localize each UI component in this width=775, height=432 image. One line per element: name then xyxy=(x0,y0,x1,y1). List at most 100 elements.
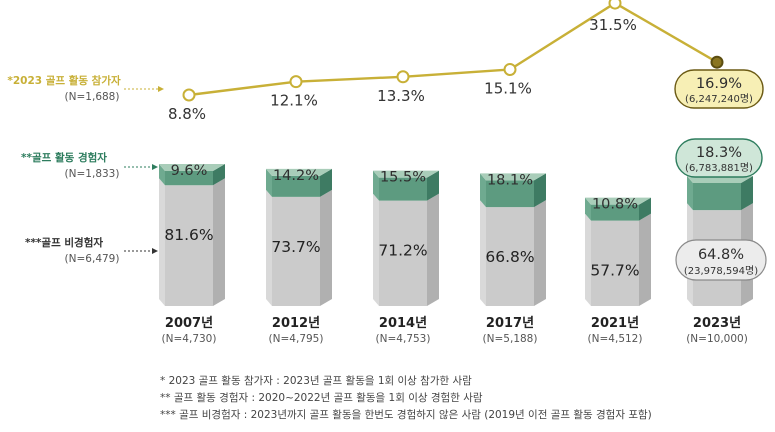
bar-nonexperienced-side xyxy=(534,200,546,306)
year-label: 2007년 xyxy=(165,316,213,331)
legend-nonexperienced: ***골프 비경험자 (N=6,479) xyxy=(25,236,158,265)
bar-nonexperienced-side xyxy=(427,193,439,306)
participant-marker xyxy=(710,55,724,69)
participant-marker xyxy=(182,88,196,102)
year-sample-size: (N=5,188) xyxy=(483,333,538,345)
bar-experienced xyxy=(591,204,639,221)
participant-marker xyxy=(396,70,410,84)
footnote: ** 골프 활동 경험자 : 2020~2022년 골프 활동을 1회 이상 경… xyxy=(160,391,483,404)
experienced-value-label: 15.5% xyxy=(380,170,426,186)
year-sample-size: (N=4,730) xyxy=(162,333,217,345)
legend-experienced: **골프 활동 경험자 (N=1,833) xyxy=(21,151,158,180)
experienced-value-label: 18.1% xyxy=(487,172,533,188)
nonexperienced-value-label: 64.8% xyxy=(698,247,744,263)
legend-sample: (N=6,479) xyxy=(65,253,120,265)
bar-group: 18.1% 66.8% xyxy=(480,172,546,306)
participant-marker xyxy=(503,62,517,76)
bar-experienced xyxy=(272,175,320,197)
bar-experienced-side xyxy=(427,170,439,201)
experienced-value-label: 18.3% xyxy=(696,145,742,161)
participant-value-label: 15.1% xyxy=(484,79,532,97)
nonexperienced-value-label: 81.6% xyxy=(164,226,213,244)
year-label: 2012년 xyxy=(272,316,320,331)
bar-group: 9.6% 81.6% xyxy=(159,163,225,306)
bar-nonexperienced xyxy=(486,207,534,306)
bar-experienced-bevel xyxy=(687,176,693,211)
year-label: 2014년 xyxy=(379,316,427,331)
bar-nonexperienced-bevel xyxy=(480,200,486,306)
legend-title: *2023 골프 활동 참가자 xyxy=(7,74,121,87)
participant-value-label: 8.8% xyxy=(168,105,206,123)
nonexperienced-value-label: 71.2% xyxy=(378,242,427,260)
legend-title: **골프 활동 경험자 xyxy=(21,151,107,164)
year-label: 2021년 xyxy=(591,316,639,331)
bar-experienced-bevel xyxy=(373,170,379,201)
nonexperienced-count: (23,978,594명) xyxy=(684,265,758,277)
experienced-value-label: 10.8% xyxy=(592,197,638,213)
bar-group: 14.2% 73.7% xyxy=(266,168,332,306)
footnote: *** 골프 비경험자 : 2023년까지 골프 활동을 한번도 경험하지 않은… xyxy=(160,408,652,421)
bar-nonexperienced-side xyxy=(639,213,651,306)
participant-value-label: 31.5% xyxy=(589,16,637,34)
legend-arrow xyxy=(152,248,158,254)
bar-experienced-bevel xyxy=(266,168,272,197)
bar-experienced-side xyxy=(639,197,651,221)
legend-participants: *2023 골프 활동 참가자 (N=1,688) xyxy=(7,74,164,103)
bar-experienced-bevel xyxy=(480,173,486,208)
legend-title: ***골프 비경험자 xyxy=(25,236,103,249)
bar-nonexperienced xyxy=(272,196,320,306)
legend-arrow xyxy=(152,164,158,170)
bar-top-cap xyxy=(585,197,651,205)
year-sample-size: (N=10,000) xyxy=(686,333,748,345)
participant-callout xyxy=(674,69,764,109)
bar-experienced xyxy=(165,171,213,186)
nonexperienced-value-label: 73.7% xyxy=(271,238,320,256)
nonexperienced-value-label: 57.7% xyxy=(590,262,639,280)
year-label: 2023년 xyxy=(693,316,741,331)
nonexperienced-callout xyxy=(675,239,767,281)
bar-nonexperienced xyxy=(379,200,427,306)
footnote: * 2023 골프 활동 참가자 : 2023년 골프 활동을 1회 이상 참가… xyxy=(160,374,472,387)
bar-nonexperienced-side xyxy=(213,178,225,306)
bar-nonexperienced-bevel xyxy=(159,178,165,306)
bar-top-cap xyxy=(266,168,332,176)
participant-value-label: 12.1% xyxy=(270,92,318,110)
bar-group: 10.8% 57.7% xyxy=(585,197,651,306)
nonexperienced-value-label: 66.8% xyxy=(485,248,534,266)
legend-sample: (N=1,833) xyxy=(65,168,120,180)
bar-experienced xyxy=(693,183,741,211)
bar-top-cap xyxy=(480,173,546,181)
participant-count: (6,247,240명) xyxy=(685,93,753,105)
bar-nonexperienced-bevel xyxy=(266,189,272,306)
bar-experienced xyxy=(486,180,534,208)
bar-group: 18.3%(6,783,881명) 64.8% (23,978,594명) xyxy=(675,138,767,306)
year-label: 2017년 xyxy=(486,316,534,331)
bar-nonexperienced xyxy=(591,220,639,306)
experienced-value-label: 9.6% xyxy=(171,163,208,179)
bar-experienced-bevel xyxy=(585,197,591,221)
participant-marker xyxy=(608,0,622,10)
participant-marker xyxy=(289,75,303,89)
bar-experienced-side xyxy=(534,173,546,208)
bar-nonexperienced-bevel xyxy=(585,213,591,306)
participant-value-label: 13.3% xyxy=(377,87,425,105)
year-sample-size: (N=4,512) xyxy=(588,333,643,345)
legend-sample: (N=1,688) xyxy=(65,91,120,103)
bar-nonexperienced-bevel xyxy=(373,193,379,306)
bar-nonexperienced xyxy=(165,185,213,306)
bar-experienced-bevel xyxy=(159,164,165,186)
bar-top-cap xyxy=(687,176,753,184)
bar-top-cap xyxy=(373,170,439,178)
bar-group: 15.5% 71.2% xyxy=(373,170,439,306)
experienced-value-label: 14.2% xyxy=(273,168,319,184)
bar-top-cap xyxy=(159,164,225,172)
participant-value-label: 16.9% xyxy=(696,76,742,92)
legend-arrow xyxy=(158,86,164,92)
experienced-callout xyxy=(675,138,763,178)
experienced-count: (6,783,881명) xyxy=(685,162,753,174)
bar-experienced-side xyxy=(320,168,332,197)
year-sample-size: (N=4,795) xyxy=(269,333,324,345)
bar-experienced-side xyxy=(741,176,753,211)
